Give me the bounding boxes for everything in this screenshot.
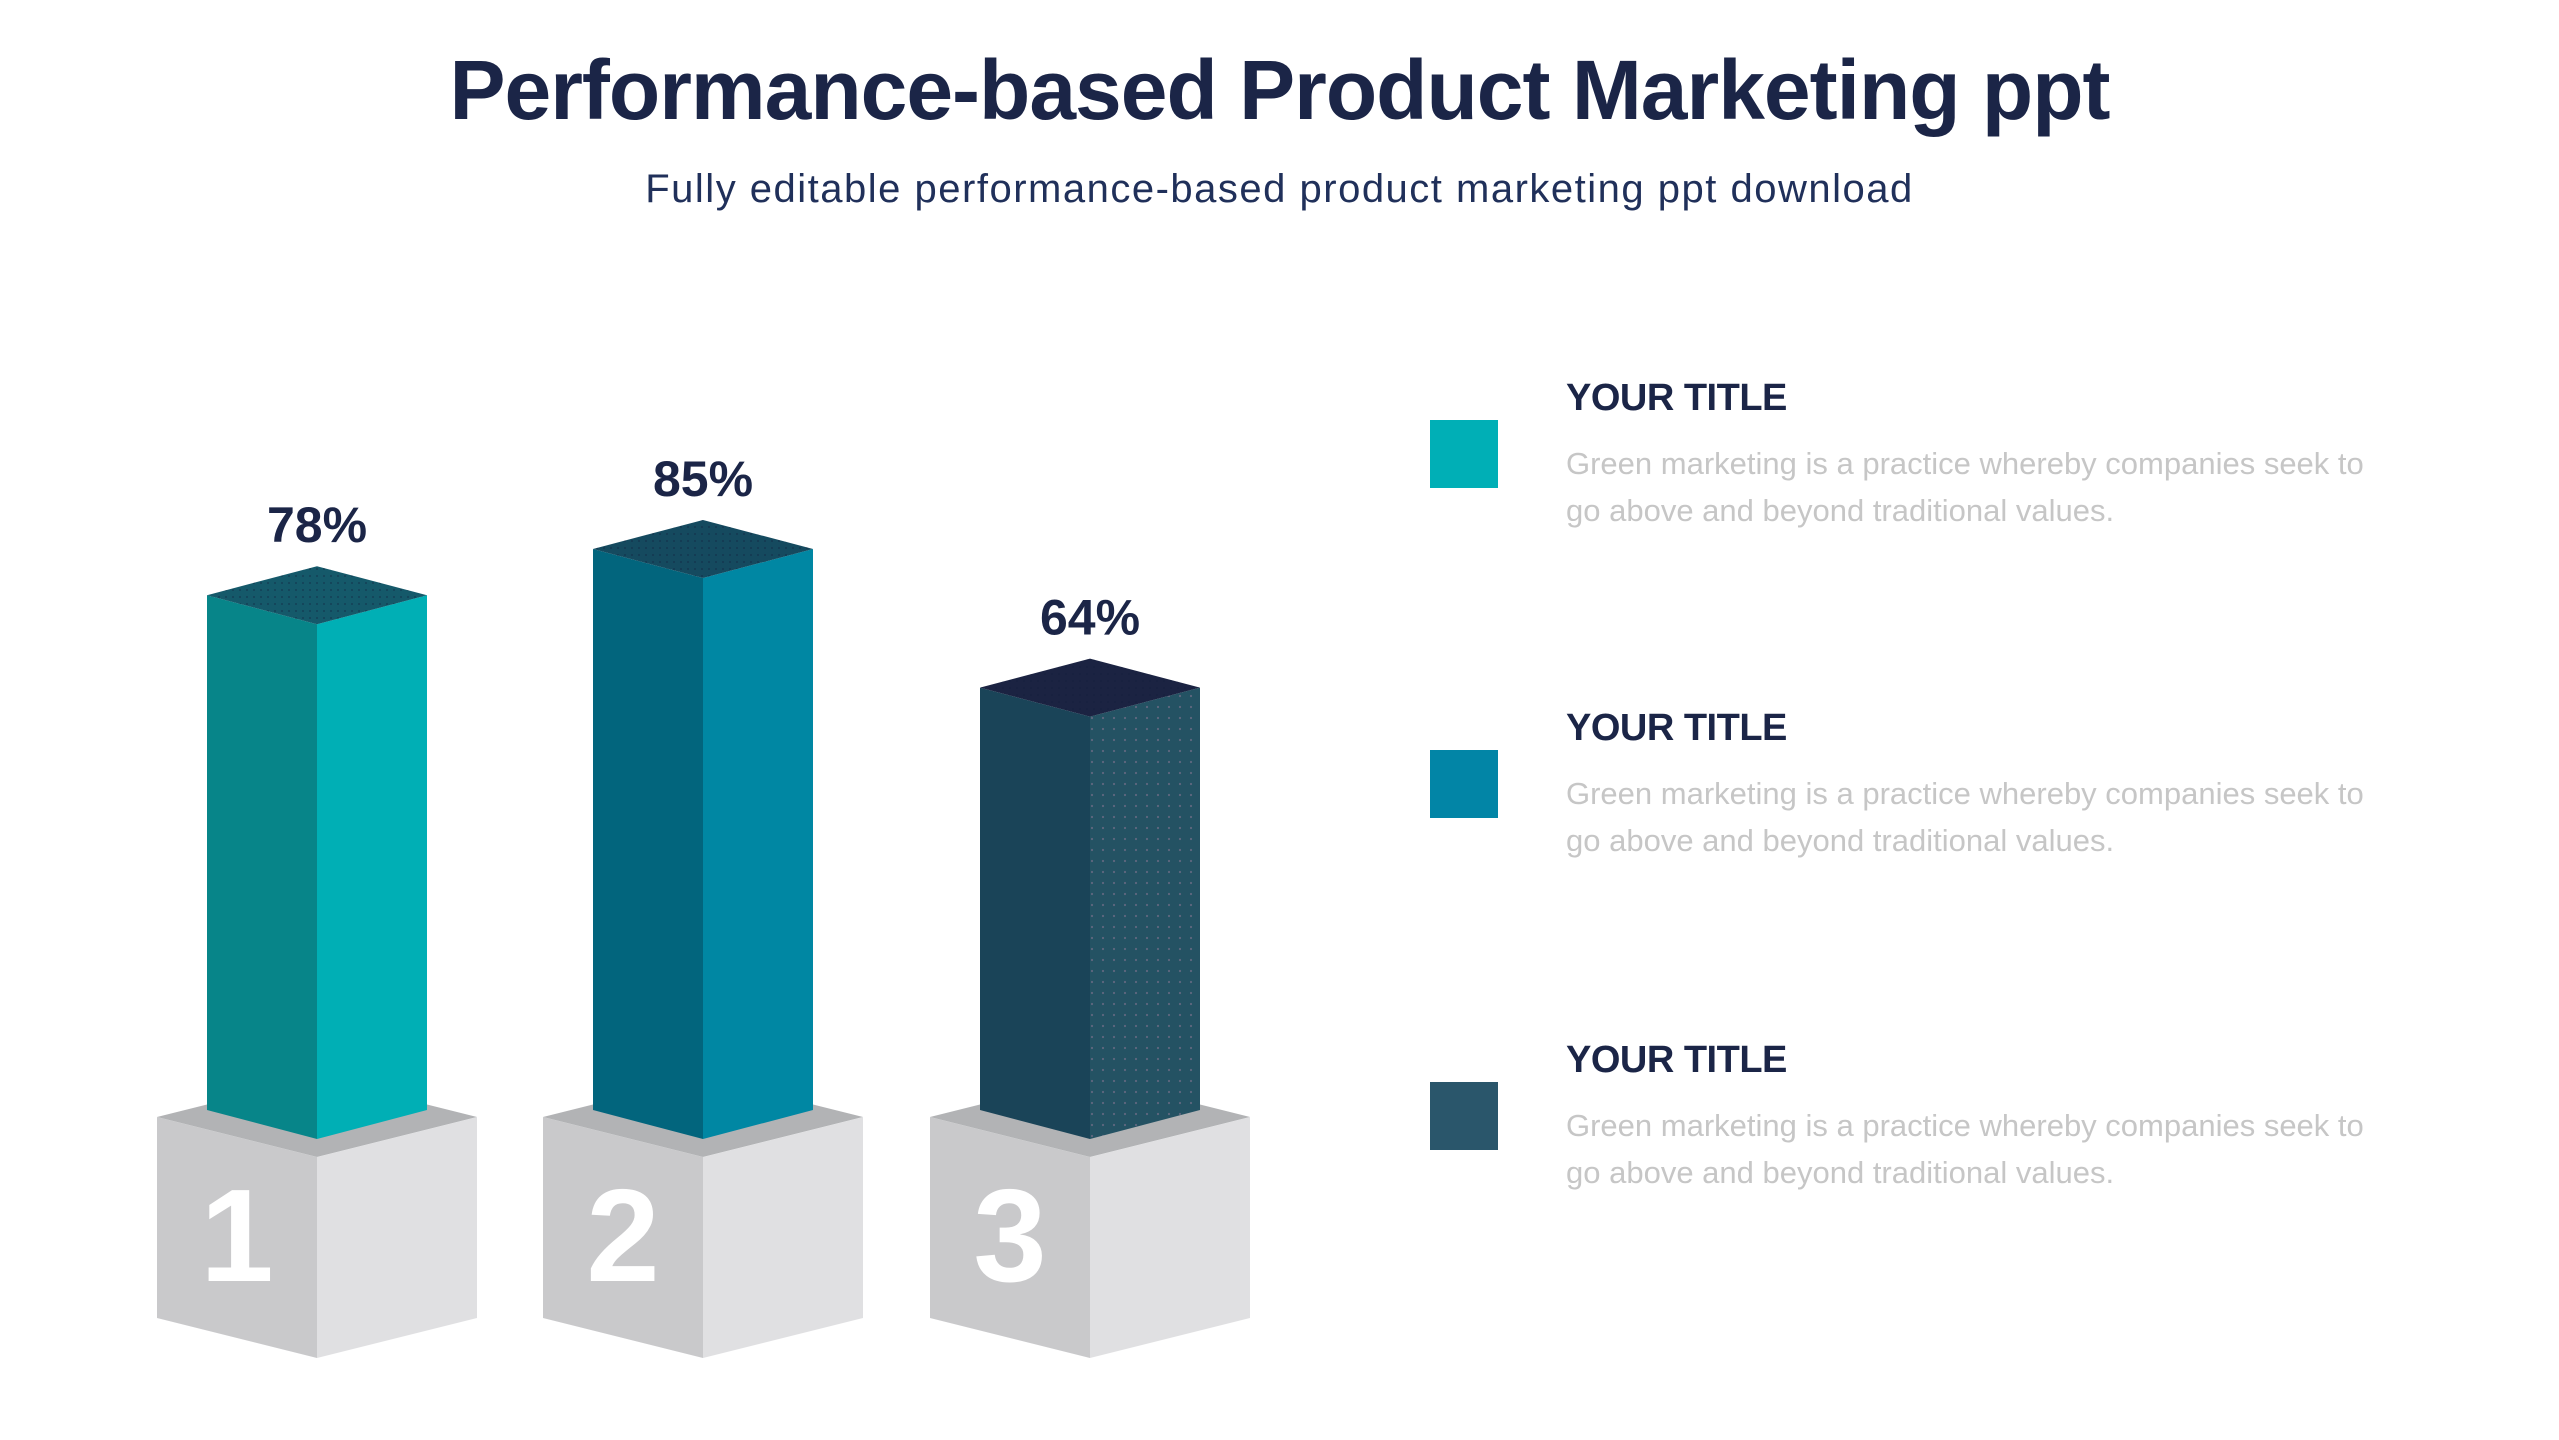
legend-description-line: go above and beyond traditional values.: [1566, 823, 2115, 858]
pedestal-left-face: [543, 1117, 703, 1358]
legend-title: YOUR TITLE: [1566, 1039, 1787, 1081]
podium-group-1: 1 78%: [157, 497, 477, 1358]
legend-description-line: Green marketing is a practice whereby co…: [1566, 776, 2364, 811]
bar-value-label: 78%: [267, 497, 367, 553]
legend-description-line: go above and beyond traditional values.: [1566, 1155, 2115, 1190]
legend-text: YOUR TITLE Green marketing is a practice…: [1566, 708, 2450, 864]
bar-top-face-texture: [980, 658, 1200, 717]
legend-description: Green marketing is a practice whereby co…: [1566, 1102, 2450, 1196]
legend-description-line: Green marketing is a practice whereby co…: [1566, 1108, 2364, 1143]
bar-left-face: [980, 687, 1090, 1139]
legend-swatch: [1430, 750, 1498, 818]
podium-group-2: 2 85%: [543, 451, 863, 1358]
pedestal-rank-label: 1: [200, 1162, 273, 1309]
pedestal-right-face: [1090, 1117, 1250, 1358]
legend-description: Green marketing is a practice whereby co…: [1566, 770, 2450, 864]
legend-item: YOUR TITLE Green marketing is a practice…: [1430, 708, 2450, 864]
legend-text: YOUR TITLE Green marketing is a practice…: [1566, 1040, 2450, 1196]
legend-item: YOUR TITLE Green marketing is a practice…: [1430, 378, 2450, 534]
bar-right-face-texture: [1090, 687, 1200, 1139]
bar-left-face: [593, 549, 703, 1139]
bar-right-face: [703, 549, 813, 1139]
bar-value-label: 85%: [653, 451, 753, 507]
legend-swatch: [1430, 420, 1498, 488]
pedestal-right-face: [317, 1117, 477, 1358]
legend-title: YOUR TITLE: [1566, 707, 1787, 749]
podium-group-3: 3 64%: [930, 590, 1250, 1358]
page-title: Performance-based Product Marketing ppt: [449, 43, 2111, 137]
legend: YOUR TITLE Green marketing is a practice…: [1430, 0, 2490, 1440]
legend-text: YOUR TITLE Green marketing is a practice…: [1566, 378, 2450, 534]
legend-description-line: go above and beyond traditional values.: [1566, 493, 2115, 528]
pedestal-rank-label: 3: [973, 1162, 1046, 1309]
page-subtitle: Fully editable performance-based product…: [645, 167, 1914, 211]
bar-value-label: 64%: [1040, 590, 1140, 646]
bar-top-face-texture: [593, 520, 813, 578]
bar-chart: 1 78% 2 85% 3 64%: [157, 451, 1250, 1358]
pedestal-left-face: [930, 1117, 1090, 1358]
bar-top-face-texture: [207, 566, 427, 625]
bar-left-face: [207, 595, 317, 1139]
legend-item: YOUR TITLE Green marketing is a practice…: [1430, 1040, 2450, 1196]
legend-title: YOUR TITLE: [1566, 377, 1787, 419]
bar-right-face: [317, 595, 427, 1139]
slide-header: Performance-based Product Marketing ppt …: [0, 0, 2559, 212]
pedestal-rank-label: 2: [586, 1162, 659, 1309]
legend-description-line: Green marketing is a practice whereby co…: [1566, 446, 2364, 481]
pedestal-right-face: [703, 1117, 863, 1358]
legend-description: Green marketing is a practice whereby co…: [1566, 440, 2450, 534]
pedestal-left-face: [157, 1117, 317, 1358]
legend-swatch: [1430, 1082, 1498, 1150]
